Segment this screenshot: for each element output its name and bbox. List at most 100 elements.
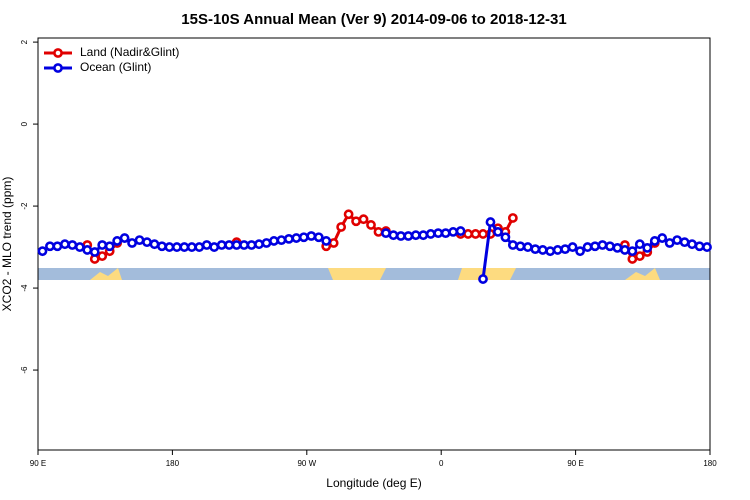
data-point: [351, 216, 361, 227]
data-point: [657, 233, 668, 243]
x-tick-label: 90 E: [30, 459, 46, 468]
data-point: [381, 228, 391, 239]
data-point: [328, 238, 339, 248]
data-point: [201, 240, 212, 250]
data-point: [664, 238, 675, 248]
data-point: [246, 240, 257, 250]
data-point: [425, 229, 436, 239]
data-point: [567, 242, 578, 252]
land-area: [458, 268, 516, 280]
chart-title: 15S-10S Annual Mean (Ver 9) 2014-09-06 t…: [181, 11, 566, 28]
y-axis-label: XCO2 - MLO trend (ppm): [0, 177, 14, 312]
data-point: [642, 242, 653, 253]
x-axis-label: Longitude (deg E): [326, 476, 421, 490]
land-area: [90, 268, 122, 280]
data-point: [493, 227, 503, 237]
data-point: [590, 241, 600, 252]
data-point: [649, 236, 660, 246]
data-point: [313, 232, 324, 243]
data-point: [418, 230, 429, 241]
data-point: [582, 242, 593, 252]
data-point: [433, 228, 444, 239]
data-point: [366, 220, 376, 230]
data-point: [45, 241, 55, 252]
data-point: [403, 231, 414, 241]
legend-marker: [53, 48, 63, 58]
data-point: [694, 241, 705, 252]
data-point: [463, 229, 473, 239]
y-tick-label: -6: [20, 366, 29, 374]
data-point: [239, 240, 249, 250]
data-point: [142, 237, 152, 248]
data-point: [440, 228, 451, 239]
data-point: [634, 239, 645, 250]
legend-label: Land (Nadir&Glint): [80, 45, 179, 59]
land-mask: [38, 268, 710, 280]
x-tick-label: 180: [703, 459, 717, 468]
data-point: [74, 242, 85, 252]
data-point: [209, 242, 220, 252]
data-point: [679, 237, 690, 248]
data-point: [112, 236, 123, 246]
data-point: [634, 251, 645, 261]
data-point: [82, 245, 93, 255]
data-point: [52, 241, 63, 252]
data-point: [261, 238, 272, 248]
legend-marker: [53, 63, 63, 73]
data-point: [157, 241, 167, 252]
data-point: [515, 241, 526, 252]
data-point: [530, 244, 541, 255]
data-point: [231, 240, 242, 250]
data-point: [104, 241, 115, 252]
data-point: [470, 229, 481, 239]
data-point: [373, 227, 384, 237]
data-point: [560, 244, 571, 255]
data-point: [478, 274, 488, 284]
data-point: [687, 239, 697, 250]
data-point: [485, 217, 496, 227]
land-area: [328, 268, 386, 280]
data-point: [269, 236, 279, 246]
y-tick-label: -2: [20, 202, 29, 210]
x-tick-label: 0: [439, 459, 444, 468]
data-point: [216, 240, 227, 250]
data-point: [254, 239, 264, 250]
data-point: [522, 242, 533, 252]
data-point: [605, 241, 615, 252]
data-point: [186, 242, 197, 252]
data-point: [672, 235, 683, 246]
y-tick-label: 2: [20, 39, 29, 44]
data-point: [164, 242, 175, 252]
data-point: [395, 231, 406, 241]
data-point: [119, 233, 130, 243]
data-point: [358, 214, 369, 225]
data-point: [291, 233, 302, 243]
data-point: [500, 232, 511, 243]
data-point: [619, 245, 630, 255]
data-point: [283, 233, 294, 244]
x-tick-label: 90 E: [567, 459, 583, 468]
data-point: [507, 213, 518, 223]
data-point: [298, 232, 309, 243]
data-point: [67, 240, 78, 250]
data-point: [171, 242, 182, 252]
data-point: [478, 229, 488, 239]
data-point: [97, 240, 108, 250]
y-tick-label: -4: [20, 284, 29, 292]
data-point: [575, 246, 585, 257]
data-point: [336, 222, 347, 232]
x-tick-label: 180: [166, 459, 180, 468]
data-point: [37, 246, 48, 257]
data-point: [97, 251, 108, 261]
legend: Land (Nadir&Glint)Ocean (Glint): [44, 45, 179, 74]
data-point: [388, 230, 399, 241]
data-point: [127, 238, 137, 248]
data-point: [455, 226, 466, 236]
data-point: [343, 209, 354, 220]
data-point: [89, 247, 100, 257]
data-point: [597, 240, 608, 250]
data-point: [134, 235, 145, 246]
data-point: [306, 231, 317, 241]
data-point: [702, 242, 712, 252]
